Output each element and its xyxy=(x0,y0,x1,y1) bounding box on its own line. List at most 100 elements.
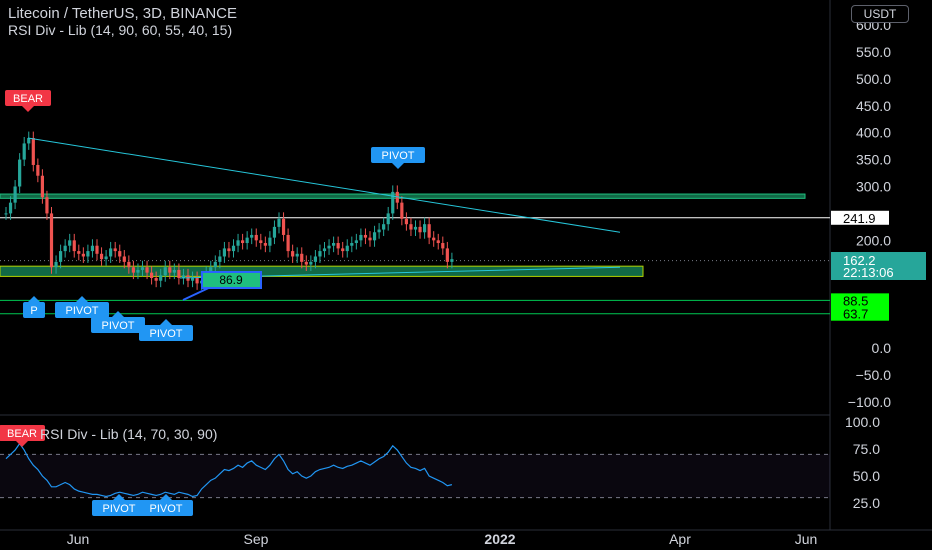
candle-body xyxy=(318,251,322,257)
value-box xyxy=(201,271,262,289)
candle-body xyxy=(136,269,140,273)
candle-body xyxy=(309,261,313,265)
candle-body xyxy=(49,213,54,268)
rsi-bear-label-pointer xyxy=(16,441,28,447)
bear-label-bg xyxy=(5,90,51,106)
candle-body xyxy=(181,275,186,279)
candle-body xyxy=(313,256,317,262)
candle-body xyxy=(363,234,368,238)
pivot-label-p-pointer xyxy=(28,296,40,302)
candle-body xyxy=(190,278,195,281)
candle-body xyxy=(291,251,295,257)
candle-body xyxy=(154,278,158,281)
candle-body xyxy=(427,224,431,238)
pivot-label-1: PIVOT xyxy=(55,296,109,318)
candle-body xyxy=(8,202,13,214)
rsi-bear-label-text: BEAR xyxy=(7,428,37,440)
currency-button[interactable]: USDT xyxy=(851,5,909,23)
candle-body xyxy=(177,269,181,279)
price-axis-tick: 300.0 xyxy=(856,179,891,195)
candle-body xyxy=(27,138,31,144)
pivot-label-3-bg xyxy=(139,325,193,341)
candle-body xyxy=(213,261,217,268)
price-axis-tick: 200.0 xyxy=(856,232,891,248)
indicator-legend[interactable]: RSI Div - Lib (14, 90, 60, 55, 40, 15) xyxy=(8,22,233,38)
candle-body xyxy=(286,234,290,252)
candle-body xyxy=(450,259,454,262)
candle-body xyxy=(90,245,95,252)
candle-body xyxy=(54,261,58,268)
candle-body xyxy=(45,197,49,214)
level-tag-88: 88.5 xyxy=(843,293,868,308)
pivot-label-p-text: P xyxy=(30,305,37,317)
candle-body xyxy=(245,237,249,244)
candle-body xyxy=(263,243,267,246)
pivot-label-1-pointer xyxy=(76,296,88,302)
candle-body xyxy=(409,224,413,230)
pivot-label-top-pointer xyxy=(392,163,404,169)
rsi-indicator-legend[interactable]: RSI Div - Lib (14, 70, 30, 90) xyxy=(40,426,218,442)
time-axis-tick: Jun xyxy=(67,531,90,547)
candle-body xyxy=(4,213,8,215)
candle-body xyxy=(350,243,354,246)
rsi-pivot-label-1-pointer xyxy=(113,494,125,500)
candle-body xyxy=(304,261,308,265)
candle-body xyxy=(109,248,113,257)
rsi-axis-tick: 100.0 xyxy=(845,414,880,430)
candle-body xyxy=(368,237,372,241)
candle-body xyxy=(72,240,76,252)
candle-body xyxy=(300,253,304,262)
rsi-axis-tick: 50.0 xyxy=(853,468,880,484)
symbol-title: Litecoin / TetherUS, 3D, BINANCE xyxy=(8,5,237,22)
value-box-label: 86.9 xyxy=(219,273,243,287)
candle-body xyxy=(441,243,445,249)
price-axis-tick: −50.0 xyxy=(856,367,892,383)
candle-body xyxy=(322,248,327,252)
candle-body xyxy=(281,218,286,235)
candle-body xyxy=(295,253,299,257)
rsi-axis-tick: 25.0 xyxy=(853,495,880,511)
candle-body xyxy=(418,226,422,233)
candle-body xyxy=(359,234,363,241)
candle-body xyxy=(445,248,449,262)
candle-body xyxy=(13,186,17,203)
candle-body xyxy=(195,278,199,284)
pivot-label-p: P xyxy=(23,296,45,318)
support-zone xyxy=(0,265,644,277)
bear-label-text: BEAR xyxy=(13,93,43,105)
candle-body xyxy=(159,275,163,281)
candle-body xyxy=(268,237,272,246)
rsi-pivot-label-1-bg xyxy=(92,500,146,516)
price-axis-tick: −100.0 xyxy=(848,394,891,410)
last-price-value: 162.2 xyxy=(843,253,876,268)
level-tag-63-bg xyxy=(831,306,889,321)
candle-body xyxy=(259,240,263,244)
rsi-pivot-label-2-bg xyxy=(139,500,193,516)
candle-body xyxy=(99,253,104,260)
level-tag-88-bg xyxy=(831,293,889,308)
candle-body xyxy=(22,143,26,160)
candle-body xyxy=(327,245,331,249)
candle-body xyxy=(168,267,172,273)
rsi-pivot-label-2-pointer xyxy=(160,494,172,500)
rsi-pivot-label-1: PIVOT xyxy=(92,494,146,516)
candle-body xyxy=(341,248,345,252)
rsi-pivot-label-2-text: PIVOT xyxy=(149,503,182,515)
pivot-label-3: PIVOT xyxy=(139,319,193,341)
pivot-label-1-bg xyxy=(55,302,109,318)
pivot-label-3-text: PIVOT xyxy=(149,328,182,340)
candle-body xyxy=(231,245,236,252)
time-axis-tick: 2022 xyxy=(484,531,515,547)
candle-body xyxy=(400,202,404,219)
rsi-axis-tick: 75.0 xyxy=(853,441,880,457)
candle-body xyxy=(163,267,167,276)
pivot-label-1-text: PIVOT xyxy=(65,305,98,317)
candle-body xyxy=(104,256,108,260)
candle-body xyxy=(423,224,427,233)
candle-body xyxy=(68,240,72,246)
candle-body xyxy=(227,248,231,252)
candle-body xyxy=(113,248,117,252)
candle-body xyxy=(18,159,22,187)
candle-body xyxy=(122,256,126,262)
